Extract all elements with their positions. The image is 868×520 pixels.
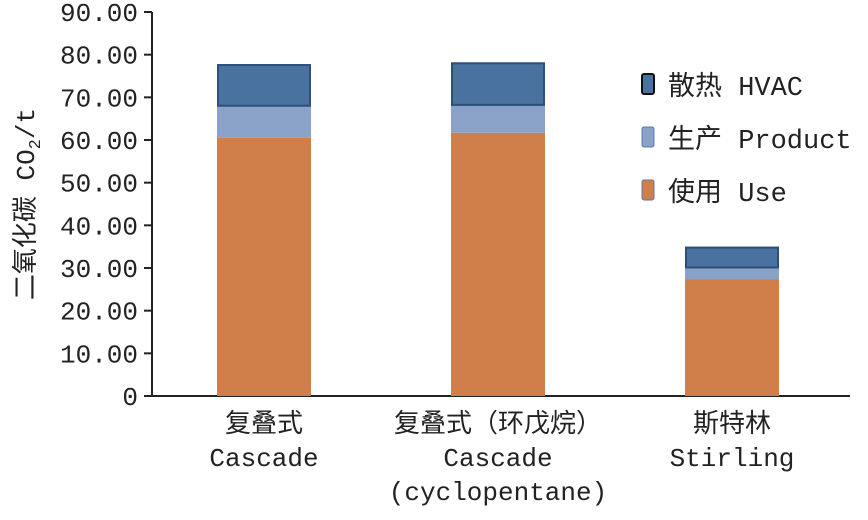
bar-segment (451, 105, 545, 133)
y-axis: 0 10.00 20.00 30.00 40.00 50.00 60.00 70.00 80.0… (60, 0, 850, 413)
legend-swatch (641, 126, 655, 148)
y-tick-label: 40.00 (60, 212, 138, 242)
bar-segment (217, 64, 311, 107)
x-tick-label: Cascade (443, 444, 552, 474)
bar-segment (685, 279, 779, 396)
y-tick-label: 0 (122, 383, 138, 413)
bar-segment-border (451, 62, 545, 106)
y-tick-label: 70.00 (60, 84, 138, 114)
y-tick-label: 90.00 (60, 0, 138, 29)
legend-label: 散热 HVAC (668, 71, 803, 104)
legend-swatch (641, 73, 655, 95)
bar-segment-border (217, 64, 311, 107)
x-tick-label: 复叠式（环戊烷） (394, 409, 602, 440)
bar-segment (451, 132, 545, 396)
y-axis-label-main: 二氧化碳 CO (11, 149, 42, 300)
y-tick-label: 50.00 (60, 170, 138, 200)
legend-label: 生产 Product (668, 124, 852, 157)
y-tick-label: 10.00 (60, 340, 138, 370)
legend-swatch (641, 179, 655, 201)
x-tick-label: Stirling (670, 444, 795, 474)
bars (217, 62, 779, 396)
x-tick-labels: 复叠式 Cascade 复叠式（环戊烷） Cascade (cyclopentane) 斯… (209, 409, 794, 508)
y-tick-label: 30.00 (60, 255, 138, 285)
bar-segment (685, 268, 779, 280)
y-axis-label-tail: /t (12, 108, 42, 139)
legend: 散热 HVAC 生产 Product 使用 Use (641, 71, 852, 210)
bar-segment (217, 137, 311, 396)
bar-segment-border (685, 246, 779, 269)
bar-segment (685, 246, 779, 269)
x-tick-label: (cyclopentane) (389, 478, 607, 508)
bar-segment (451, 62, 545, 106)
y-tick-label: 60.00 (60, 127, 138, 157)
bar-segment (217, 106, 311, 138)
x-tick-label: Cascade (209, 444, 318, 474)
legend-label: 使用 Use (668, 177, 787, 210)
y-tick-label: 80.00 (60, 42, 138, 72)
y-axis-label-sub: 2 (27, 139, 46, 149)
x-tick-label: 复叠式 (225, 409, 303, 440)
y-axis-label: 二氧化碳 CO2/t (11, 108, 46, 300)
y-tick-label: 20.00 (60, 298, 138, 328)
x-tick-label: 斯特林 (693, 409, 771, 440)
